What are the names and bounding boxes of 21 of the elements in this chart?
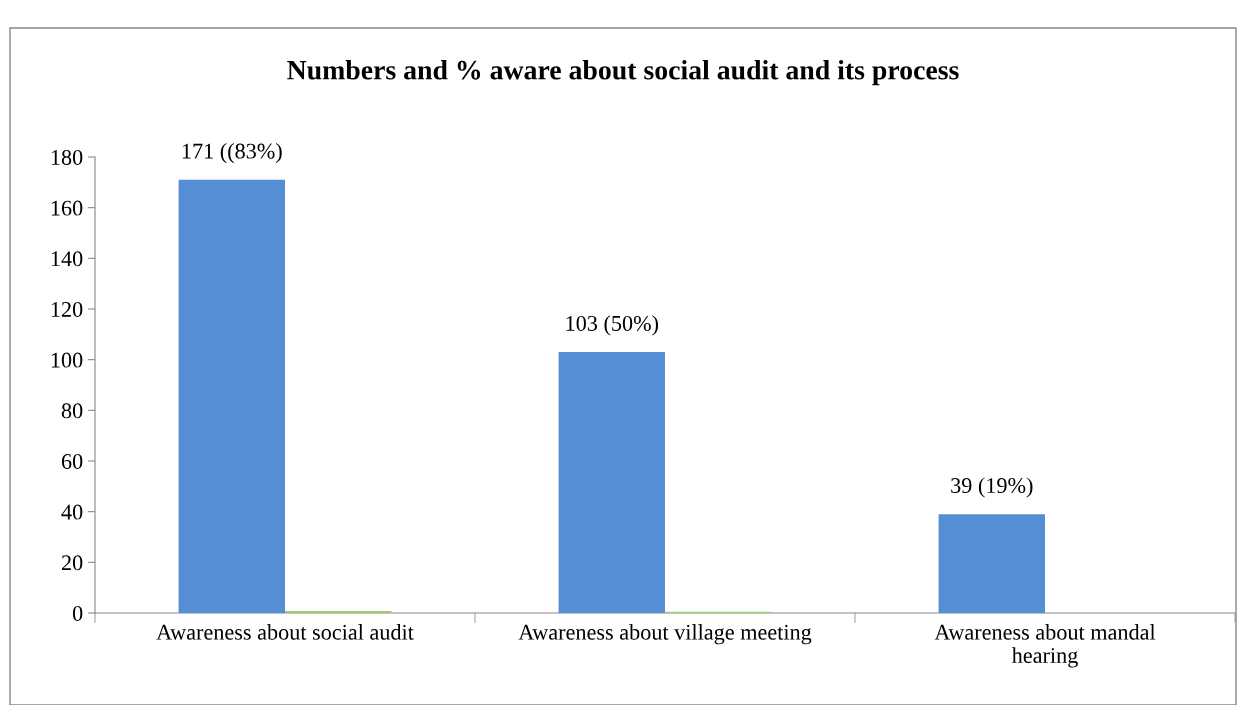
- bar: [938, 514, 1045, 613]
- bar: [558, 352, 665, 613]
- y-tick-label: 20: [61, 555, 83, 571]
- bar: [285, 610, 392, 613]
- y-tick-label: 60: [61, 453, 83, 469]
- y-tick-label: 40: [61, 504, 83, 520]
- data-label: 103 (50%): [566, 315, 659, 336]
- y-tick-label: 100: [51, 352, 83, 368]
- data-label: 171 ((83%): [182, 142, 282, 164]
- y-tick-label: 180: [51, 149, 83, 165]
- y-tick-label: 120: [51, 301, 83, 317]
- y-tick-label: 140: [51, 251, 83, 267]
- data-label: 39 (19%): [951, 477, 1033, 498]
- y-tick-label: 0: [72, 605, 83, 621]
- y-tick-label: 160: [51, 200, 83, 216]
- bar: [178, 179, 285, 613]
- y-tick-label: 80: [61, 403, 83, 419]
- x-tick-label: Awareness about social audit: [156, 624, 414, 640]
- chart-title: Numbers and % aware about social audit and its process: [287, 60, 959, 86]
- x-tick-label: Awareness about village meeting: [518, 624, 812, 645]
- x-tick-label: Awareness about mandal hearing: [934, 624, 1156, 668]
